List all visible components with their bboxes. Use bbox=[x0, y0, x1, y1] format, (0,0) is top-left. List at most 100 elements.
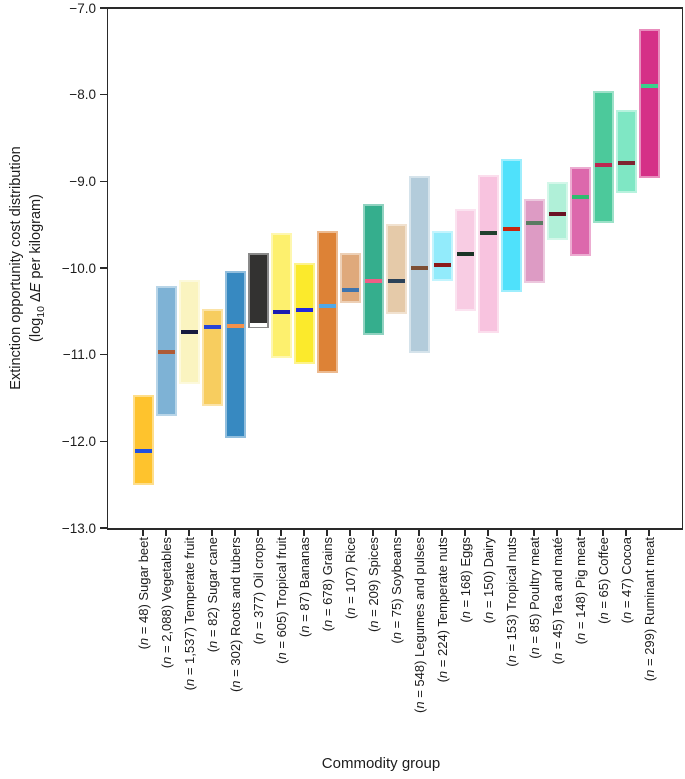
italic-n: n bbox=[135, 637, 151, 646]
y-axis-title-segment: E bbox=[28, 282, 44, 293]
median-line bbox=[433, 262, 451, 267]
median-line bbox=[479, 231, 497, 236]
y-tick-label: −11.0 bbox=[62, 347, 96, 363]
median-line bbox=[502, 227, 520, 231]
italic-n: n bbox=[641, 669, 657, 677]
italic-n: n bbox=[296, 625, 312, 633]
x-tick-mark bbox=[326, 529, 328, 536]
x-tick-mark bbox=[349, 529, 351, 536]
italic-n: n bbox=[595, 612, 611, 620]
italic-n: n bbox=[227, 680, 243, 688]
x-tick-label: (n = 87) Bananas bbox=[296, 537, 312, 638]
x-tick-label: (n = 153) Tropical nuts bbox=[503, 537, 519, 667]
median-line bbox=[203, 324, 221, 329]
x-tick-label: (n = 302) Roots and tubers bbox=[227, 537, 243, 693]
x-tick-label: (n = 47) Cocoa bbox=[618, 537, 634, 624]
range-bar-sugar-cane bbox=[201, 308, 223, 406]
range-bar-coffee bbox=[592, 91, 614, 223]
median-line bbox=[249, 323, 267, 328]
italic-n: n bbox=[549, 652, 565, 660]
range-bar-poultry-meat bbox=[523, 198, 545, 283]
range-bar-roots-and-tubers bbox=[224, 270, 246, 438]
range-bar-tropical-nuts bbox=[500, 158, 522, 293]
median-line bbox=[594, 162, 612, 167]
range-bar-rice bbox=[339, 253, 361, 303]
x-tick-label: (n = 209) Spices bbox=[365, 537, 381, 633]
x-tick-label: (n = 48) Sugar beet bbox=[135, 537, 151, 650]
median-line bbox=[410, 266, 428, 270]
x-tick-mark bbox=[372, 529, 374, 536]
x-tick-label: (n = 605) Tropical fruit bbox=[273, 537, 289, 664]
x-tick-label: (n = 1,537) Temperate fruit bbox=[181, 537, 197, 691]
italic-n: n bbox=[388, 632, 404, 640]
y-tick-mark bbox=[99, 527, 107, 529]
y-axis-title-segment: 10 bbox=[34, 306, 47, 318]
italic-n: n bbox=[273, 652, 289, 660]
range-bar-soybeans bbox=[385, 223, 407, 314]
x-tick-mark bbox=[211, 529, 213, 536]
italic-n: n bbox=[250, 632, 266, 640]
x-tick-label: (n = 150) Dairy bbox=[480, 537, 496, 624]
x-tick-mark bbox=[533, 529, 535, 536]
x-tick-mark bbox=[625, 529, 627, 536]
x-tick-mark bbox=[556, 529, 558, 536]
x-tick-label: (n = 299) Ruminant meat bbox=[641, 537, 657, 682]
x-tick-label: (n = 45) Tea and maté bbox=[549, 537, 565, 665]
median-line bbox=[640, 84, 658, 88]
italic-n: n bbox=[204, 640, 220, 648]
median-line bbox=[134, 448, 152, 453]
median-line bbox=[571, 194, 589, 199]
italic-n: n bbox=[411, 701, 427, 709]
x-tick-mark bbox=[188, 529, 190, 536]
range-bar-temperate-nuts bbox=[431, 230, 453, 281]
y-tick-label: −9.0 bbox=[69, 173, 96, 189]
x-tick-mark bbox=[165, 529, 167, 536]
median-line bbox=[456, 252, 474, 257]
median-line bbox=[617, 161, 635, 166]
median-line bbox=[318, 304, 336, 309]
x-tick-label: (n = 107) Rice bbox=[342, 537, 358, 620]
x-tick-label: (n = 678) Grains bbox=[319, 537, 335, 632]
x-tick-mark bbox=[487, 529, 489, 536]
y-tick-label: −12.0 bbox=[61, 433, 96, 449]
y-tick-mark bbox=[99, 353, 107, 356]
y-tick-label: −13.0 bbox=[61, 520, 96, 536]
italic-n: n bbox=[457, 611, 473, 619]
x-tick-mark bbox=[510, 529, 512, 536]
x-tick-mark bbox=[648, 529, 650, 536]
range-bar-cocoa bbox=[615, 110, 637, 193]
x-tick-mark bbox=[280, 529, 282, 536]
median-line bbox=[525, 220, 543, 225]
range-bar-oil-crops bbox=[247, 253, 269, 328]
x-tick-label: (n = 75) Soybeans bbox=[388, 537, 404, 644]
x-tick-mark bbox=[303, 529, 305, 536]
y-tick-mark bbox=[99, 93, 107, 96]
x-tick-mark bbox=[441, 529, 443, 536]
x-tick-label: (n = 377) Oil crops bbox=[250, 537, 266, 645]
median-line bbox=[548, 212, 566, 217]
italic-n: n bbox=[618, 611, 634, 620]
median-line bbox=[387, 279, 405, 283]
y-tick-mark bbox=[99, 440, 107, 443]
range-bar-dairy bbox=[477, 175, 499, 333]
x-tick-mark bbox=[257, 529, 259, 536]
x-tick-label: (n = 65) Coffee bbox=[595, 537, 611, 624]
italic-n: n bbox=[181, 678, 197, 686]
y-axis-title-line1: Extinction opportunity cost distribution bbox=[8, 146, 24, 390]
left-spine bbox=[106, 7, 109, 530]
x-tick-label: (n = 82) Sugar cane bbox=[204, 537, 220, 653]
bottom-spine bbox=[106, 528, 684, 530]
range-bar-pig-meat bbox=[569, 166, 591, 256]
x-tick-label: (n = 168) Eggs bbox=[457, 537, 473, 623]
x-tick-mark bbox=[142, 529, 144, 536]
x-axis-title: Commodity group bbox=[321, 755, 441, 772]
median-line bbox=[295, 308, 313, 313]
x-tick-mark bbox=[464, 529, 466, 536]
x-tick-mark bbox=[418, 529, 420, 536]
x-tick-label: (n = 224) Temperate nuts bbox=[434, 537, 450, 683]
y-tick-mark bbox=[99, 180, 107, 183]
x-tick-label: (n = 148) Pig meat bbox=[572, 537, 588, 645]
median-line bbox=[364, 279, 382, 283]
italic-n: n bbox=[365, 620, 381, 628]
